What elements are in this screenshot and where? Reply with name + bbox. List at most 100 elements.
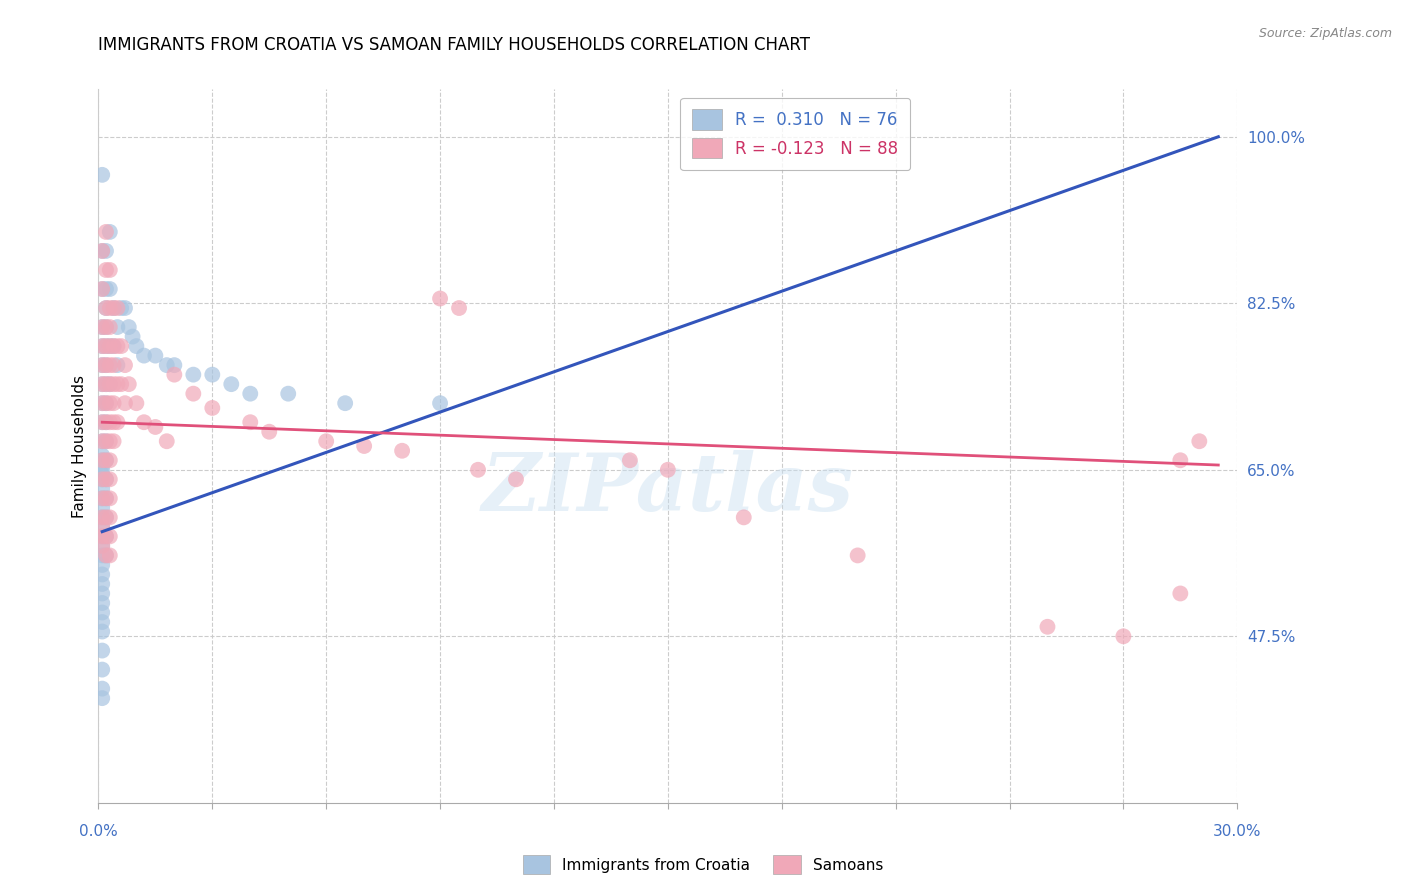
Point (183, 368, 205, 382)
Point (91, 396, 114, 410)
Point (98, 282, 121, 296)
Point (91, 643, 114, 657)
Point (94, 472, 117, 486)
Point (132, 349, 155, 363)
Point (201, 401, 224, 415)
Point (94, 510, 117, 524)
Point (91, 320, 114, 334)
Point (94, 491, 117, 506)
Point (91, 244, 114, 258)
Point (94, 358, 117, 372)
Point (201, 368, 224, 382)
Point (98, 263, 121, 277)
Point (91, 282, 114, 296)
Legend: R =  0.310   N = 76, R = -0.123   N = 88: R = 0.310 N = 76, R = -0.123 N = 88 (681, 97, 910, 169)
Point (107, 320, 129, 334)
Point (1036, 620, 1059, 634)
Point (103, 415, 125, 429)
Point (94, 396, 117, 410)
Point (429, 292, 451, 306)
Point (91, 549, 114, 563)
Point (94, 301, 117, 315)
Point (94, 434, 117, 449)
Point (91, 472, 114, 486)
Point (91, 539, 114, 553)
Point (91, 358, 114, 372)
Point (91, 500, 114, 515)
Point (94, 453, 117, 467)
Point (91, 282, 114, 296)
Point (391, 443, 413, 458)
Point (239, 415, 262, 429)
Point (183, 386, 205, 401)
Point (107, 415, 129, 429)
Point (91, 434, 114, 449)
Point (91, 681, 114, 696)
Point (91, 358, 114, 372)
Point (98, 301, 121, 315)
Point (94, 549, 117, 563)
Point (156, 358, 179, 372)
Point (94, 377, 117, 392)
Point (114, 358, 136, 372)
Point (91, 377, 114, 392)
Point (94, 453, 117, 467)
Point (91, 449, 114, 463)
Point (846, 549, 869, 563)
Point (107, 377, 129, 392)
Point (91, 491, 114, 506)
Point (98, 225, 121, 239)
Point (91, 339, 114, 353)
Point (91, 339, 114, 353)
Point (94, 434, 117, 449)
Point (94, 396, 117, 410)
Point (118, 377, 141, 392)
Point (94, 358, 117, 372)
Point (91, 396, 114, 410)
Point (505, 472, 527, 486)
Point (98, 510, 121, 524)
Legend: Immigrants from Croatia, Samoans: Immigrants from Croatia, Samoans (516, 849, 890, 880)
Point (118, 320, 141, 334)
Point (467, 463, 489, 477)
Point (449, 301, 471, 315)
Point (103, 301, 125, 315)
Point (91, 606, 114, 620)
Point (91, 467, 114, 482)
Point (91, 482, 114, 496)
Point (98, 396, 121, 410)
Point (91, 539, 114, 553)
Point (91, 520, 114, 534)
Text: IMMIGRANTS FROM CROATIA VS SAMOAN FAMILY HOUSEHOLDS CORRELATION CHART: IMMIGRANTS FROM CROATIA VS SAMOAN FAMILY… (98, 36, 810, 54)
Point (103, 396, 125, 410)
Point (91, 691, 114, 706)
Point (98, 472, 121, 486)
Point (125, 396, 148, 410)
Point (91, 510, 114, 524)
Point (107, 339, 129, 353)
Point (110, 301, 132, 315)
Point (91, 168, 114, 182)
Point (156, 434, 179, 449)
Point (94, 549, 117, 563)
Point (94, 415, 117, 429)
Point (657, 463, 679, 477)
Point (91, 567, 114, 582)
Point (103, 339, 125, 353)
Y-axis label: Family Households: Family Households (72, 375, 87, 517)
Text: ZIPatlas: ZIPatlas (482, 450, 853, 527)
Point (98, 320, 121, 334)
Point (163, 358, 186, 372)
Point (98, 339, 121, 353)
Point (91, 472, 114, 486)
Point (107, 358, 129, 372)
Point (91, 458, 114, 472)
Point (91, 529, 114, 543)
Point (1188, 434, 1211, 449)
Point (98, 453, 121, 467)
Point (110, 339, 132, 353)
Point (145, 349, 167, 363)
Point (94, 282, 117, 296)
Point (91, 415, 114, 429)
Point (277, 386, 299, 401)
